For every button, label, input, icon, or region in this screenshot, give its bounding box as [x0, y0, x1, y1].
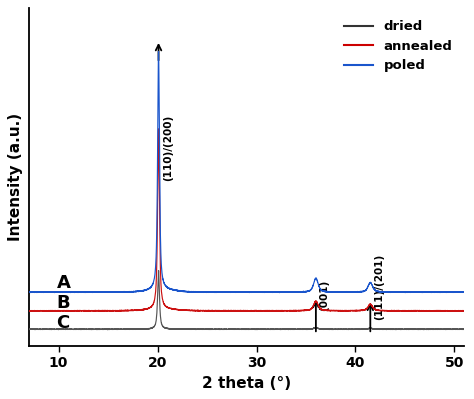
Text: (111)/(201): (111)/(201): [374, 253, 384, 320]
Y-axis label: Intensity (a.u.): Intensity (a.u.): [9, 113, 23, 241]
Text: A: A: [56, 274, 71, 292]
Text: (110)/(200): (110)/(200): [163, 115, 173, 181]
Text: C: C: [56, 314, 70, 332]
X-axis label: 2 theta (°): 2 theta (°): [202, 376, 291, 391]
Legend: dried, annealed, poled: dried, annealed, poled: [339, 15, 458, 78]
Text: B: B: [56, 294, 70, 312]
Text: (001): (001): [319, 280, 329, 311]
